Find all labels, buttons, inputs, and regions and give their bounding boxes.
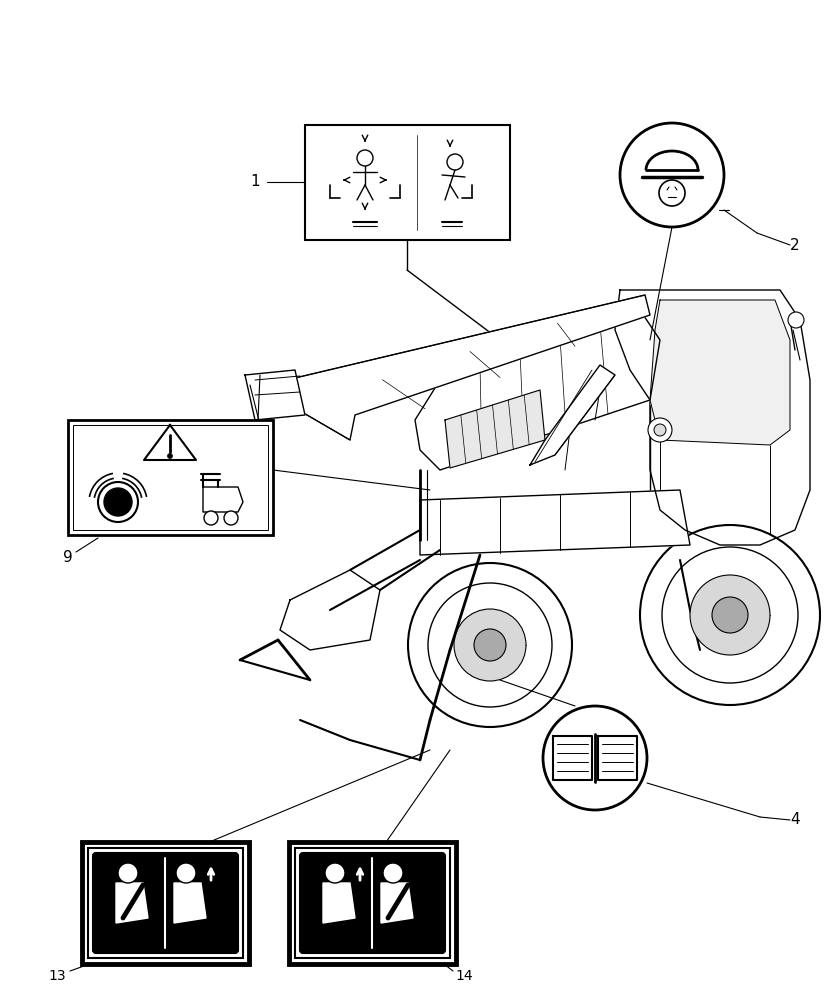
Polygon shape (245, 370, 305, 420)
Text: 9: 9 (63, 550, 73, 564)
Circle shape (690, 575, 770, 655)
Polygon shape (381, 883, 413, 923)
Circle shape (620, 123, 724, 227)
Circle shape (108, 492, 128, 512)
Circle shape (474, 629, 506, 661)
Bar (289, 842, 456, 964)
Bar (82, 842, 249, 964)
Circle shape (167, 454, 172, 458)
Polygon shape (280, 570, 380, 650)
Circle shape (104, 488, 132, 516)
Polygon shape (174, 883, 206, 923)
Circle shape (454, 609, 526, 681)
Polygon shape (415, 310, 660, 470)
Circle shape (383, 863, 403, 883)
Polygon shape (116, 883, 148, 923)
Bar (88, 848, 243, 958)
Circle shape (662, 547, 798, 683)
Polygon shape (144, 425, 196, 460)
Polygon shape (530, 365, 615, 465)
Text: 14: 14 (455, 969, 472, 983)
Circle shape (447, 154, 463, 170)
Circle shape (654, 424, 666, 436)
Circle shape (325, 863, 345, 883)
Text: 13: 13 (48, 969, 65, 983)
Polygon shape (445, 390, 545, 468)
FancyBboxPatch shape (300, 853, 445, 953)
Bar (305, 125, 510, 240)
Text: 4: 4 (790, 812, 799, 828)
Circle shape (788, 312, 804, 328)
Polygon shape (295, 295, 650, 440)
FancyBboxPatch shape (93, 853, 238, 953)
Polygon shape (420, 490, 690, 555)
Polygon shape (650, 300, 790, 445)
Circle shape (357, 150, 373, 166)
Circle shape (712, 597, 748, 633)
Polygon shape (598, 736, 637, 780)
Polygon shape (615, 290, 810, 545)
Circle shape (428, 583, 552, 707)
Bar (73, 425, 268, 530)
Circle shape (648, 418, 672, 442)
Circle shape (204, 511, 218, 525)
Circle shape (543, 706, 647, 810)
Text: 2: 2 (790, 237, 799, 252)
Polygon shape (553, 736, 592, 780)
Polygon shape (323, 883, 355, 923)
Circle shape (118, 863, 138, 883)
Bar (295, 848, 450, 958)
Text: 1: 1 (250, 174, 260, 190)
Circle shape (408, 563, 572, 727)
Circle shape (224, 511, 238, 525)
Circle shape (640, 525, 820, 705)
Circle shape (176, 863, 196, 883)
Bar (68, 420, 273, 535)
Polygon shape (203, 487, 243, 512)
Circle shape (98, 482, 138, 522)
